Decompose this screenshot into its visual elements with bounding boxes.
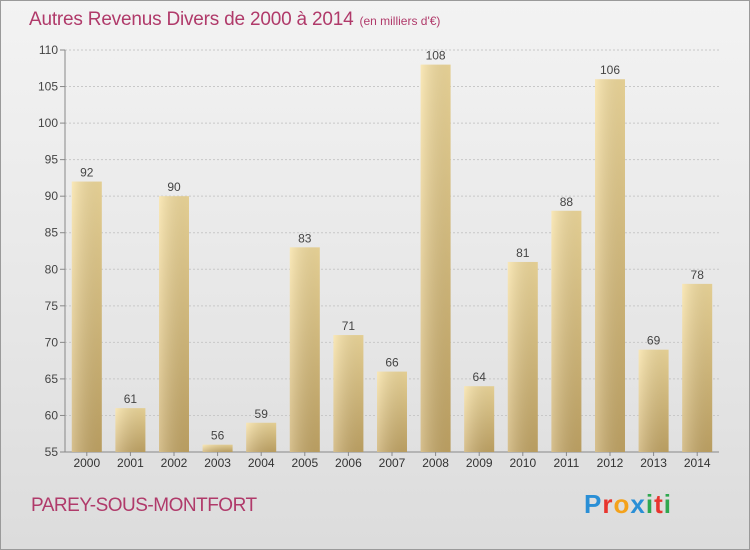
logo-letter: o — [613, 489, 631, 519]
y-tick-label: 80 — [45, 262, 59, 276]
bar-shade — [420, 64, 451, 453]
y-tick-label: 95 — [45, 153, 59, 167]
x-tick-label: 2012 — [597, 456, 624, 470]
bar-shade — [638, 349, 669, 452]
x-tick-label: 2011 — [553, 456, 579, 470]
bar-shade — [159, 196, 189, 452]
data-label: 83 — [298, 231, 312, 245]
chart-title: Autres Revenus Divers de 2000 à 2014 (en … — [29, 9, 440, 31]
bar-shade — [464, 386, 495, 452]
logo-letter: P — [584, 489, 603, 519]
x-tick-label: 2000 — [73, 456, 100, 470]
data-label: 90 — [167, 180, 181, 194]
x-tick-label: 2001 — [117, 456, 144, 470]
x-tick-label: 2002 — [161, 456, 188, 470]
data-label: 59 — [255, 407, 269, 421]
title-text: Autres Revenus Divers de 2000 à 2014 — [29, 9, 354, 30]
bar-shade — [71, 181, 102, 452]
y-tick-label: 110 — [39, 43, 58, 57]
x-tick-label: 2014 — [684, 456, 711, 470]
x-tick-label: 2003 — [204, 456, 231, 470]
data-label: 81 — [516, 246, 530, 260]
bar-shade — [333, 335, 364, 452]
bar-shade — [246, 422, 277, 452]
data-label: 56 — [211, 429, 225, 443]
x-tick-label: 2006 — [335, 456, 362, 470]
proxiti-logo: Proxiti — [584, 489, 672, 520]
x-tick-label: 2010 — [509, 456, 536, 470]
bar-shade — [115, 408, 146, 452]
city-name: PAREY-SOUS-MONTFORT — [31, 495, 257, 516]
y-tick-label: 100 — [38, 116, 58, 130]
bar-shade — [682, 283, 713, 452]
x-tick-label: 2008 — [422, 456, 449, 470]
bar-shade — [595, 79, 625, 453]
logo-letter: t — [654, 489, 664, 519]
data-label: 92 — [80, 166, 94, 180]
data-label: 78 — [691, 268, 705, 282]
x-tick-label: 2009 — [466, 456, 493, 470]
bar-shade — [202, 444, 233, 452]
title-unit: (en milliers d'€) — [359, 14, 441, 28]
x-tick-label: 2004 — [248, 456, 275, 470]
data-label: 106 — [600, 63, 620, 77]
y-tick-label: 70 — [45, 335, 59, 349]
data-label: 61 — [124, 392, 138, 406]
logo-letter: r — [602, 489, 614, 519]
y-tick-label: 90 — [45, 189, 59, 203]
x-tick-label: 2005 — [291, 456, 318, 470]
data-label: 69 — [647, 334, 661, 348]
data-label: 108 — [426, 49, 446, 63]
y-tick-label: 105 — [38, 80, 58, 94]
logo-letter: i — [645, 489, 655, 519]
data-label: 64 — [473, 370, 487, 384]
y-tick-label: 85 — [45, 226, 59, 240]
data-label: 88 — [560, 195, 574, 209]
logo-letter: x — [630, 489, 646, 519]
y-tick-label: 60 — [45, 408, 59, 422]
y-tick-label: 75 — [45, 299, 59, 313]
logo-letter: i — [663, 489, 672, 519]
bar-shade — [507, 261, 538, 452]
x-tick-label: 2007 — [379, 456, 406, 470]
bar-shade — [377, 371, 407, 452]
y-tick-label: 65 — [45, 372, 59, 386]
data-label: 71 — [342, 319, 356, 333]
bar-shade — [289, 247, 320, 452]
bar-shade — [551, 210, 582, 452]
y-tick-label: 55 — [45, 445, 59, 459]
x-tick-label: 2013 — [640, 456, 667, 470]
data-label: 66 — [385, 356, 399, 370]
